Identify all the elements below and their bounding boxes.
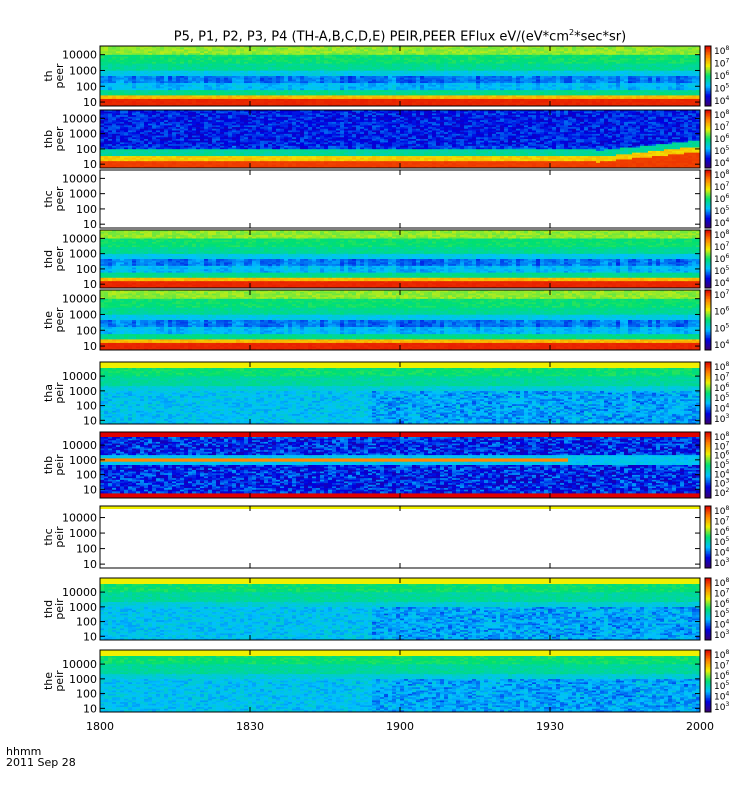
spectrogram-stack: 10100100010000thpeer10810710610510410100… xyxy=(0,0,750,800)
